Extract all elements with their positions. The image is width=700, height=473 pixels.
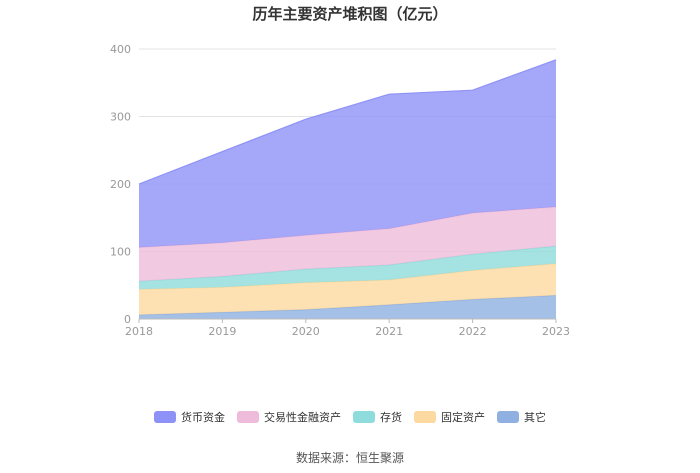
- legend-item[interactable]: 其它: [497, 409, 546, 425]
- legend-swatch: [414, 411, 436, 423]
- legend-item[interactable]: 存货: [353, 409, 402, 425]
- legend: 货币资金 交易性金融资产 存货 固定资产 其它: [0, 409, 700, 425]
- legend-item[interactable]: 交易性金融资产: [237, 409, 341, 425]
- legend-label: 存货: [380, 411, 402, 424]
- y-tick-label: 400: [110, 43, 131, 56]
- series-line-其它: [138, 294, 557, 316]
- x-tick-label: 2022: [459, 325, 487, 338]
- x-tick-label: 2019: [208, 325, 236, 338]
- source-note: 数据来源：恒生聚源: [295, 451, 404, 465]
- series-line-货币资金: [138, 59, 557, 185]
- area-series-货币资金: [139, 59, 556, 248]
- area-series-存货: [139, 246, 556, 290]
- y-tick-label: 200: [110, 178, 131, 191]
- legend-label: 其它: [524, 411, 546, 424]
- legend-label: 交易性金融资产: [264, 411, 341, 424]
- x-tick-label: 2018: [125, 325, 153, 338]
- legend-swatch: [497, 411, 519, 423]
- stacked-area-chart: 0 100 200 300 400 2018 2019 2020 2021 2022 2023: [110, 43, 570, 338]
- y-tick-label: 300: [110, 111, 131, 124]
- legend-swatch: [237, 411, 259, 423]
- chart-title: 历年主要资产堆积图（亿元）: [252, 5, 448, 23]
- y-tick-label: 0: [124, 313, 131, 326]
- legend-item[interactable]: 固定资产: [414, 409, 485, 425]
- x-tick-label: 2020: [292, 325, 320, 338]
- legend-swatch: [154, 411, 176, 423]
- legend-item[interactable]: 货币资金: [154, 409, 225, 425]
- x-tick-label: 2021: [375, 325, 403, 338]
- legend-label: 固定资产: [441, 411, 485, 424]
- area-series-交易性金融资产: [139, 206, 556, 282]
- x-tick-label: 2023: [542, 325, 570, 338]
- y-tick-label: 100: [110, 246, 131, 259]
- legend-label: 货币资金: [181, 411, 225, 424]
- axis-layer: 0 100 200 300 400 2018 2019 2020 2021 2022 2023: [110, 43, 570, 338]
- area-layer: [138, 59, 557, 319]
- legend-swatch: [353, 411, 375, 423]
- area-series-固定资产: [139, 263, 556, 315]
- series-line-交易性金融资产: [138, 206, 557, 248]
